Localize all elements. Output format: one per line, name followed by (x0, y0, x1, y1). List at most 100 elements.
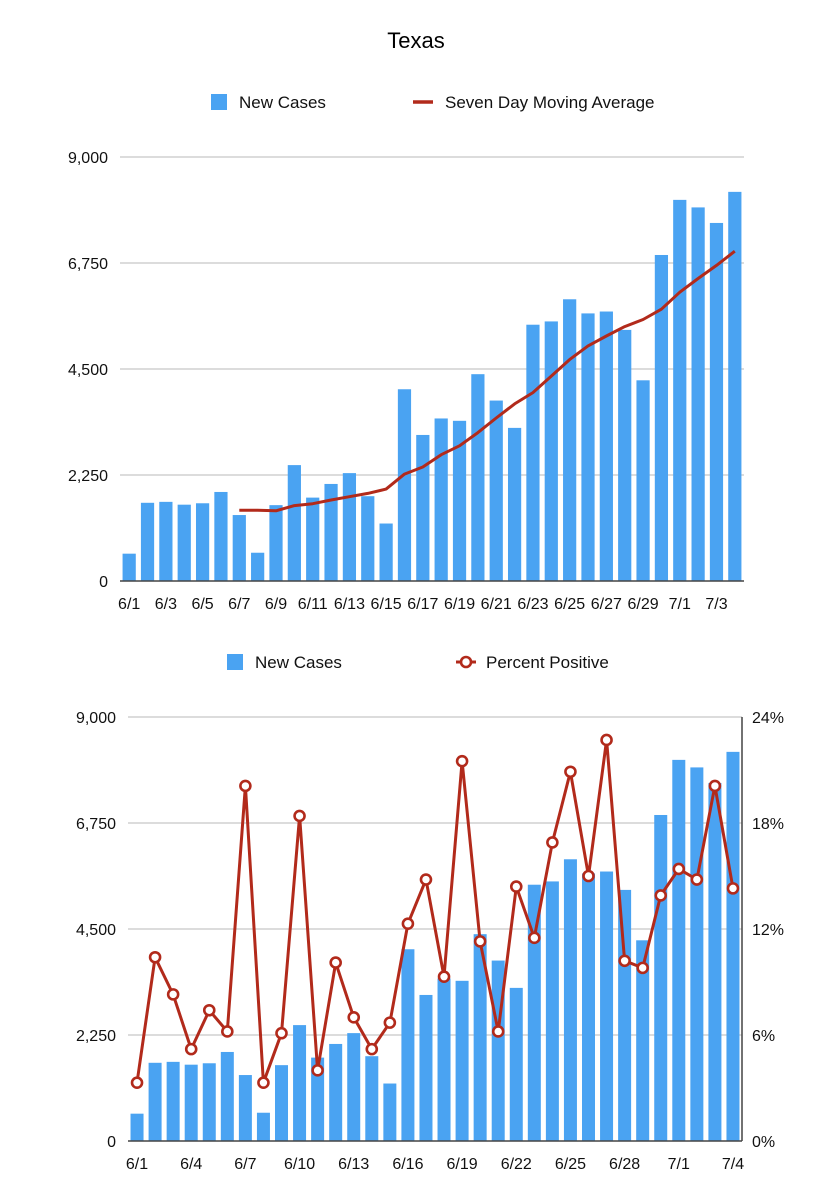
bar-6-8 (256, 1112, 270, 1141)
legend-label: Percent Positive (486, 653, 609, 672)
x-tick-label: 6/29 (627, 596, 658, 613)
bar-7-1 (673, 199, 687, 582)
chart-new-cases-percent-positive: 0 2,250 4,500 6,750 9,000 6/1 6/4 6/7 6/10 6/13 6/… (76, 653, 784, 1173)
marker-6-21 (491, 1025, 505, 1038)
bar-6-10 (293, 1025, 307, 1141)
bar-6-11 (311, 1057, 325, 1141)
bar-6-27 (599, 311, 613, 581)
y2-tick-label: 18% (752, 816, 784, 833)
x-tick-label: 6/22 (501, 1156, 532, 1173)
x-tick-label: 6/23 (517, 596, 548, 613)
marker-6-2 (148, 950, 162, 964)
x-tick-label: 6/17 (407, 596, 438, 613)
bar-7-3 (709, 222, 724, 581)
marker-6-28 (618, 954, 631, 968)
bar-7-3 (708, 782, 722, 1141)
x-tick-label: 6/1 (118, 596, 140, 613)
y2-tick-label: 12% (752, 922, 784, 939)
x-tick-label: 6/25 (554, 596, 585, 613)
bar-7-2 (690, 767, 704, 1141)
bar-6-20 (471, 374, 485, 581)
y-tick-label: 4,500 (76, 922, 116, 939)
x-tick-label: 6/1 (126, 1156, 148, 1173)
x-tick-label: 6/21 (481, 596, 512, 613)
marker-6-13 (347, 1011, 361, 1024)
bar-6-13 (342, 473, 357, 581)
bar-7-1 (672, 759, 686, 1141)
bar-6-18 (434, 418, 448, 581)
marker-6-10 (293, 809, 306, 823)
bar-6-18 (437, 978, 451, 1141)
marker-6-5 (202, 1003, 216, 1017)
marker-6-20 (473, 935, 487, 948)
legend-swatch-bar (211, 94, 227, 110)
marker-6-29 (636, 961, 649, 975)
bar-6-16 (397, 389, 412, 581)
marker-6-15 (383, 1016, 397, 1029)
marker-6-1 (130, 1076, 144, 1090)
x-tick-label: 6/13 (334, 596, 365, 613)
marker-6-16 (401, 917, 415, 931)
x-tick-label: 7/4 (722, 1156, 744, 1173)
bar-6-30 (654, 814, 668, 1141)
marker-7-1 (672, 862, 686, 876)
y-tick-label: 4,500 (68, 362, 108, 379)
bar-6-26 (581, 873, 596, 1141)
x-tick-label: 6/10 (284, 1156, 315, 1173)
y-tick-label: 6,750 (68, 256, 108, 273)
bar-6-15 (383, 1083, 397, 1141)
y2-tick-label: 6% (752, 1028, 775, 1045)
legend-label: Seven Day Moving Average (445, 93, 654, 112)
marker-6-6 (221, 1025, 234, 1038)
bar-6-1 (130, 1113, 144, 1141)
marker-7-3 (708, 779, 722, 793)
page-title: Texas (387, 28, 445, 53)
legend-swatch-bar (227, 654, 243, 670)
legend-label: New Cases (255, 653, 342, 672)
bar-6-20 (473, 934, 487, 1141)
bar-6-17 (419, 994, 433, 1141)
bar-6-5 (202, 1063, 216, 1141)
y-tick-label: 6,750 (76, 816, 116, 833)
y2-tick-label: 24% (752, 710, 784, 727)
x-tick-label: 6/25 (555, 1156, 586, 1173)
series-line-2 (135, 738, 735, 1085)
bar-6-12 (329, 1043, 343, 1141)
series-line-1 (239, 250, 736, 513)
marker-6-18 (437, 970, 451, 984)
marker-6-25 (564, 765, 577, 779)
marker-6-23 (528, 931, 541, 945)
legend-label: New Cases (239, 93, 326, 112)
marker-6-9 (275, 1026, 288, 1040)
x-tick-label: 6/19 (447, 1156, 478, 1173)
bar-6-25 (563, 859, 577, 1141)
x-tick-label: 6/7 (234, 1156, 256, 1173)
marker-6-27 (600, 733, 613, 747)
x-tick-label: 6/3 (155, 596, 177, 613)
y-tick-label: 9,000 (76, 710, 116, 727)
marker-6-4 (184, 1042, 198, 1056)
x-tick-label: 7/1 (668, 1156, 690, 1173)
marker-6-22 (509, 880, 523, 893)
x-tick-label: 6/4 (180, 1156, 202, 1173)
bar-6-22 (509, 987, 523, 1141)
marker-6-26 (582, 869, 595, 883)
x-tick-label: 6/11 (298, 596, 328, 613)
bar-6-6 (214, 491, 228, 581)
x-tick-label: 7/1 (669, 596, 691, 613)
bar-6-24 (545, 881, 559, 1141)
chart-new-cases-moving-average: 0 2,250 4,500 6,750 9,000 6/1 6/3 6/5 6/7 6/9 6/11… (68, 93, 744, 613)
bar-6-2 (148, 1062, 162, 1141)
bar-6-27 (600, 871, 614, 1141)
bar-7-4 (726, 751, 740, 1141)
bar-6-19 (452, 420, 467, 581)
bar-6-3 (166, 1061, 180, 1141)
bar-6-12 (324, 483, 338, 581)
x-tick-label: 6/16 (392, 1156, 423, 1173)
bar-6-3 (159, 501, 173, 581)
marker-6-30 (654, 889, 668, 902)
bar-6-7 (232, 515, 246, 581)
x-tick-label: 6/5 (191, 596, 213, 613)
bar-6-17 (416, 434, 430, 581)
y-tick-label: 9,000 (68, 150, 108, 167)
